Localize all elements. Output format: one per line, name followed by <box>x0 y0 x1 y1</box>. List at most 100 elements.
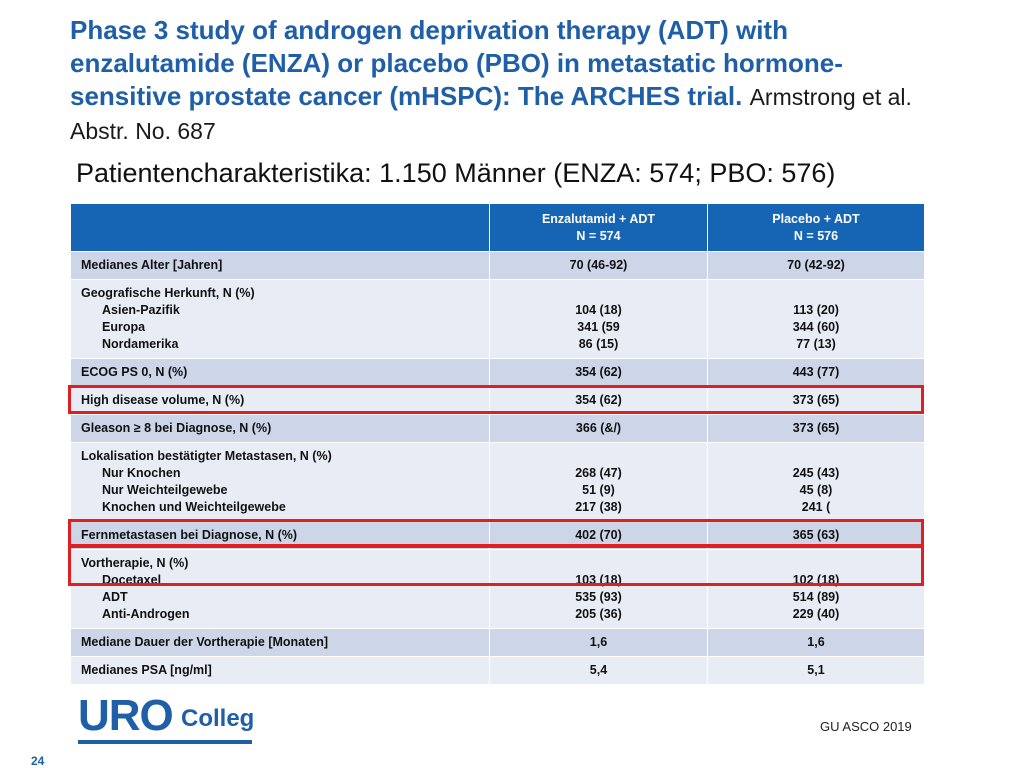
enza-value: 366 (&/) <box>575 421 622 435</box>
enza-value-cell: 402 (70) <box>489 521 708 550</box>
spacer <box>500 448 697 465</box>
row-sublabel: Docetaxel <box>102 573 162 587</box>
row-sublabel: Nur Weichteilgewebe <box>102 483 228 497</box>
enza-value: 5,4 <box>589 663 608 677</box>
pbo-value: 373 (65) <box>792 421 840 435</box>
row-label: Gleason ≥ 8 bei Diagnose, N (%) <box>81 421 272 435</box>
logo-colleg-text: Colleg <box>181 705 255 732</box>
pbo-value-cell: 1,6 <box>707 628 925 657</box>
row-label: Vortherapie, N (%) <box>81 556 189 570</box>
enza-value: 86 (15) <box>578 337 619 351</box>
enza-value-cell: 366 (&/) <box>489 414 708 443</box>
spacer <box>718 448 914 465</box>
enza-value: 535 (93) <box>575 590 622 604</box>
table-row: Geografische Herkunft, N (%) Asien-Pazifi… <box>70 279 925 359</box>
pbo-value-cell: 102 (18) 514 (89) 229 (40) <box>707 549 925 629</box>
row-label-cell: Gleason ≥ 8 bei Diagnose, N (%) <box>70 414 490 443</box>
patient-characteristics-table: Enzalutamid + ADT N = 574 Placebo + ADT … <box>70 203 925 685</box>
enza-value-cell: 103 (18) 535 (93) 205 (36) <box>489 549 708 629</box>
row-label: Medianes PSA [ng/ml] <box>81 663 212 677</box>
enza-value: 217 (38) <box>575 500 622 514</box>
pbo-value: 45 (8) <box>799 483 833 497</box>
row-label: Geografische Herkunft, N (%) <box>81 286 255 300</box>
enza-value-cell: 1,6 <box>489 628 708 657</box>
enza-value-cell: 268 (47) 51 (9) 217 (38) <box>489 442 708 522</box>
title-author: Armstrong et al. Abstr. No. 687 <box>70 84 912 144</box>
row-label-cell: Medianes Alter [Jahren] <box>70 251 490 280</box>
table-row: Medianes Alter [Jahren] 70 (46-92) 70 (42-… <box>70 251 925 280</box>
row-sublabel: ADT <box>102 590 128 604</box>
table-body: Medianes Alter [Jahren] 70 (46-92) 70 (42-… <box>70 251 925 685</box>
header-enzalutamid: Enzalutamid + ADT N = 574 <box>489 203 708 252</box>
enza-value-cell: 104 (18) 341 (59 86 (15) <box>489 279 708 359</box>
pbo-value: 1,6 <box>807 635 825 649</box>
spacer <box>718 285 914 302</box>
table-row: Mediane Dauer der Vortherapie [Monaten] 1… <box>70 628 925 657</box>
logo-uro-text: URO <box>78 691 174 740</box>
pbo-value-cell: 373 (65) <box>707 414 925 443</box>
row-label-cell: Vortherapie, N (%) Docetaxel ADT Anti-Andro… <box>70 549 490 629</box>
enza-value: 103 (18) <box>575 573 622 587</box>
spacer <box>718 555 914 572</box>
pbo-value-cell: 5,1 <box>707 656 925 685</box>
enza-value-cell: 5,4 <box>489 656 708 685</box>
table-row: High disease volume, N (%) 354 (62) 373 (6… <box>70 386 925 415</box>
enza-value: 104 (18) <box>575 303 622 317</box>
row-label-cell: Medianes PSA [ng/ml] <box>70 656 490 685</box>
pbo-value: 241 ( <box>801 500 831 514</box>
enza-value: 51 (9) <box>582 483 615 497</box>
table-row: ECOG PS 0, N (%) 354 (62) 443 (77) <box>70 358 925 387</box>
pbo-value: 365 (63) <box>792 528 840 542</box>
header-empty-cell <box>70 203 490 252</box>
pbo-value: 443 (77) <box>792 365 840 379</box>
page-number: 24 <box>31 754 45 768</box>
row-label: Fernmetastasen bei Diagnose, N (%) <box>81 528 298 542</box>
header-pbo-n: N = 576 <box>793 228 839 243</box>
table-row: Gleason ≥ 8 bei Diagnose, N (%) 366 (&/) 3… <box>70 414 925 443</box>
pbo-value: 514 (89) <box>792 590 840 604</box>
table-header-row: Enzalutamid + ADT N = 574 Placebo + ADT … <box>70 203 925 252</box>
row-label: High disease volume, N (%) <box>81 393 245 407</box>
pbo-value: 5,1 <box>807 663 825 677</box>
row-label: Mediane Dauer der Vortherapie [Monaten] <box>81 635 329 649</box>
title-main: Phase 3 study of androgen deprivation th… <box>70 15 843 111</box>
table-row: Fernmetastasen bei Diagnose, N (%) 402 (7… <box>70 521 925 550</box>
row-label-cell: Lokalisation bestätigter Metastasen, N (… <box>70 442 490 522</box>
row-label-cell: ECOG PS 0, N (%) <box>70 358 490 387</box>
table-row: Medianes PSA [ng/ml] 5,4 5,1 <box>70 656 925 685</box>
row-label: Medianes Alter [Jahren] <box>81 258 223 272</box>
enza-value: 341 (59 <box>577 320 620 334</box>
pbo-value: 344 (60) <box>792 320 840 334</box>
row-sublabel: Europa <box>102 320 146 334</box>
row-label-cell: High disease volume, N (%) <box>70 386 490 415</box>
pbo-value: 70 (42-92) <box>787 258 845 272</box>
row-sublabel: Anti-Androgen <box>102 607 190 621</box>
pbo-value: 373 (65) <box>792 393 840 407</box>
pbo-value-cell: 443 (77) <box>707 358 925 387</box>
enza-value: 354 (62) <box>575 365 622 379</box>
pbo-value: 113 (20) <box>793 303 839 317</box>
row-label-cell: Fernmetastasen bei Diagnose, N (%) <box>70 521 490 550</box>
header-enza-n: N = 574 <box>576 228 621 243</box>
enza-value: 70 (46-92) <box>569 258 628 272</box>
pbo-value: 77 (13) <box>796 337 836 351</box>
row-label: ECOG PS 0, N (%) <box>81 365 188 379</box>
enza-value: 354 (62) <box>575 393 622 407</box>
spacer <box>500 285 697 302</box>
header-pbo-arm: Placebo + ADT <box>772 211 860 226</box>
source-citation: GU ASCO 2019 <box>820 719 912 734</box>
pbo-value-cell: 113 (20) 344 (60) 77 (13) <box>707 279 925 359</box>
pbo-value-cell: 70 (42-92) <box>707 251 925 280</box>
pbo-value-cell: 365 (63) <box>707 521 925 550</box>
logo-underline <box>78 740 252 744</box>
row-sublabel: Asien-Pazifik <box>102 303 180 317</box>
enza-value: 205 (36) <box>575 607 622 621</box>
row-sublabel: Nur Knochen <box>102 466 181 480</box>
enza-value: 268 (47) <box>575 466 622 480</box>
enza-value: 402 (70) <box>575 528 622 542</box>
slide-title: Phase 3 study of androgen deprivation th… <box>70 14 950 148</box>
row-sublabel: Knochen und Weichteilgewebe <box>102 500 286 514</box>
enza-value-cell: 354 (62) <box>489 358 708 387</box>
table-row: Lokalisation bestätigter Metastasen, N (… <box>70 442 925 522</box>
enza-value-cell: 354 (62) <box>489 386 708 415</box>
